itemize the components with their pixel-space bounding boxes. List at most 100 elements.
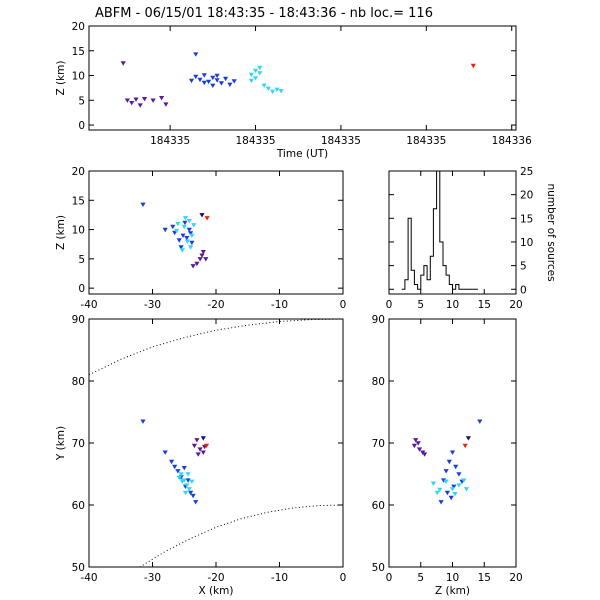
source-point <box>193 500 199 505</box>
source-point <box>185 478 191 483</box>
source-point <box>150 98 156 103</box>
source-point <box>162 450 168 455</box>
source-point <box>193 74 199 80</box>
source-point <box>200 250 206 255</box>
source-point <box>182 220 188 226</box>
source-point <box>190 264 196 269</box>
x-axis-label: X (km) <box>198 585 233 597</box>
range-ring-curve <box>88 318 344 376</box>
x-tick-label: 0 <box>386 572 393 584</box>
source-point <box>120 61 126 66</box>
source-point <box>443 469 449 474</box>
source-point <box>170 224 176 230</box>
source-point <box>252 68 259 74</box>
source-point <box>413 438 419 443</box>
y-tick-label: 80 <box>372 376 385 388</box>
y-tick-label: 60 <box>72 500 85 512</box>
source-point <box>204 216 210 221</box>
source-point <box>214 78 220 83</box>
y-tick-label: 5 <box>78 95 85 107</box>
source-point <box>453 464 459 470</box>
source-point <box>179 248 185 253</box>
plan-view-panel: -40 -30 -20 -10 0 50 60 70 80 90 X (km) Y (km) <box>55 314 346 597</box>
y-tick-label: 70 <box>72 438 85 450</box>
source-point <box>448 495 454 501</box>
source-point <box>201 73 207 78</box>
source-point <box>178 472 184 477</box>
source-point <box>178 245 184 250</box>
source-point <box>252 76 259 81</box>
source-point <box>257 65 263 71</box>
source-point <box>182 490 189 496</box>
source-point <box>416 447 423 452</box>
plot-frame <box>388 318 517 568</box>
source-point <box>163 102 169 107</box>
range-ring-curve <box>139 504 344 568</box>
plot-frame <box>88 170 344 295</box>
source-point <box>188 78 195 84</box>
source-point <box>257 71 263 76</box>
source-point <box>181 466 187 471</box>
x-tick-label: 15 <box>478 299 491 311</box>
y-tick-label: 5 <box>520 261 527 273</box>
source-point <box>188 231 194 236</box>
source-point <box>449 487 456 492</box>
x-tick-label: 184335 <box>406 135 446 147</box>
x-tick-label: -10 <box>271 572 288 584</box>
source-point <box>231 79 237 84</box>
source-point <box>124 98 130 103</box>
source-point <box>200 450 206 455</box>
figure-title: ABFM - 06/15/01 18:43:35 - 18:43:36 - nb… <box>95 6 433 21</box>
source-point <box>463 487 470 492</box>
source-point <box>193 52 199 57</box>
source-point <box>194 438 200 443</box>
x-tick-label: 15 <box>478 572 491 584</box>
source-point <box>182 216 189 221</box>
height-histogram-panel: 0 5 10 15 20 0 5 10 15 20 25 number of sources <box>386 166 557 311</box>
source-point <box>186 487 192 492</box>
source-point <box>191 443 197 449</box>
x-tick-label: 5 <box>417 299 424 311</box>
source-point <box>415 441 421 446</box>
y-tick-label: 10 <box>72 71 85 83</box>
y-tick-label: 20 <box>72 166 85 178</box>
source-point <box>186 227 192 233</box>
source-point <box>176 238 182 243</box>
source-point <box>462 443 468 449</box>
x-tick-label: 0 <box>386 299 393 311</box>
source-point <box>179 479 185 484</box>
x-tick-label: 184336 <box>492 135 532 147</box>
source-point <box>248 78 254 84</box>
source-point <box>189 233 195 238</box>
y-tick-label: 10 <box>520 237 533 249</box>
source-point <box>201 80 207 86</box>
y-tick-label: 20 <box>520 190 533 202</box>
x-tick-label: 184335 <box>235 135 275 147</box>
y-tick-label: 70 <box>372 438 385 450</box>
x-tick-label: 10 <box>446 572 459 584</box>
y-tick-label: 90 <box>72 314 85 326</box>
source-point <box>184 483 190 488</box>
source-point <box>218 81 224 86</box>
source-point <box>175 221 181 227</box>
source-point <box>465 436 471 441</box>
y-axis-label: Z (km) <box>55 60 67 95</box>
z-y-view-panel: 0 5 10 15 20 50 60 70 80 90 Z (km) <box>372 314 523 597</box>
x-tick-label: -30 <box>144 299 161 311</box>
source-point <box>265 86 271 91</box>
y-tick-label: 15 <box>72 195 85 207</box>
y-axis-label: Z (km) <box>55 215 67 250</box>
y-tick-label: 15 <box>520 213 533 225</box>
source-point <box>452 492 458 497</box>
source-point <box>411 443 417 449</box>
source-point <box>456 472 462 477</box>
source-point <box>199 253 205 258</box>
source-point <box>449 450 456 455</box>
source-point <box>185 472 191 477</box>
source-point <box>470 63 476 69</box>
time-height-panel: 184335 184335 184335 184335 184336 0 5 10 15 20 Ti… <box>55 21 532 160</box>
source-point <box>169 459 175 465</box>
y-tick-label: 60 <box>372 500 385 512</box>
source-point <box>199 213 205 218</box>
